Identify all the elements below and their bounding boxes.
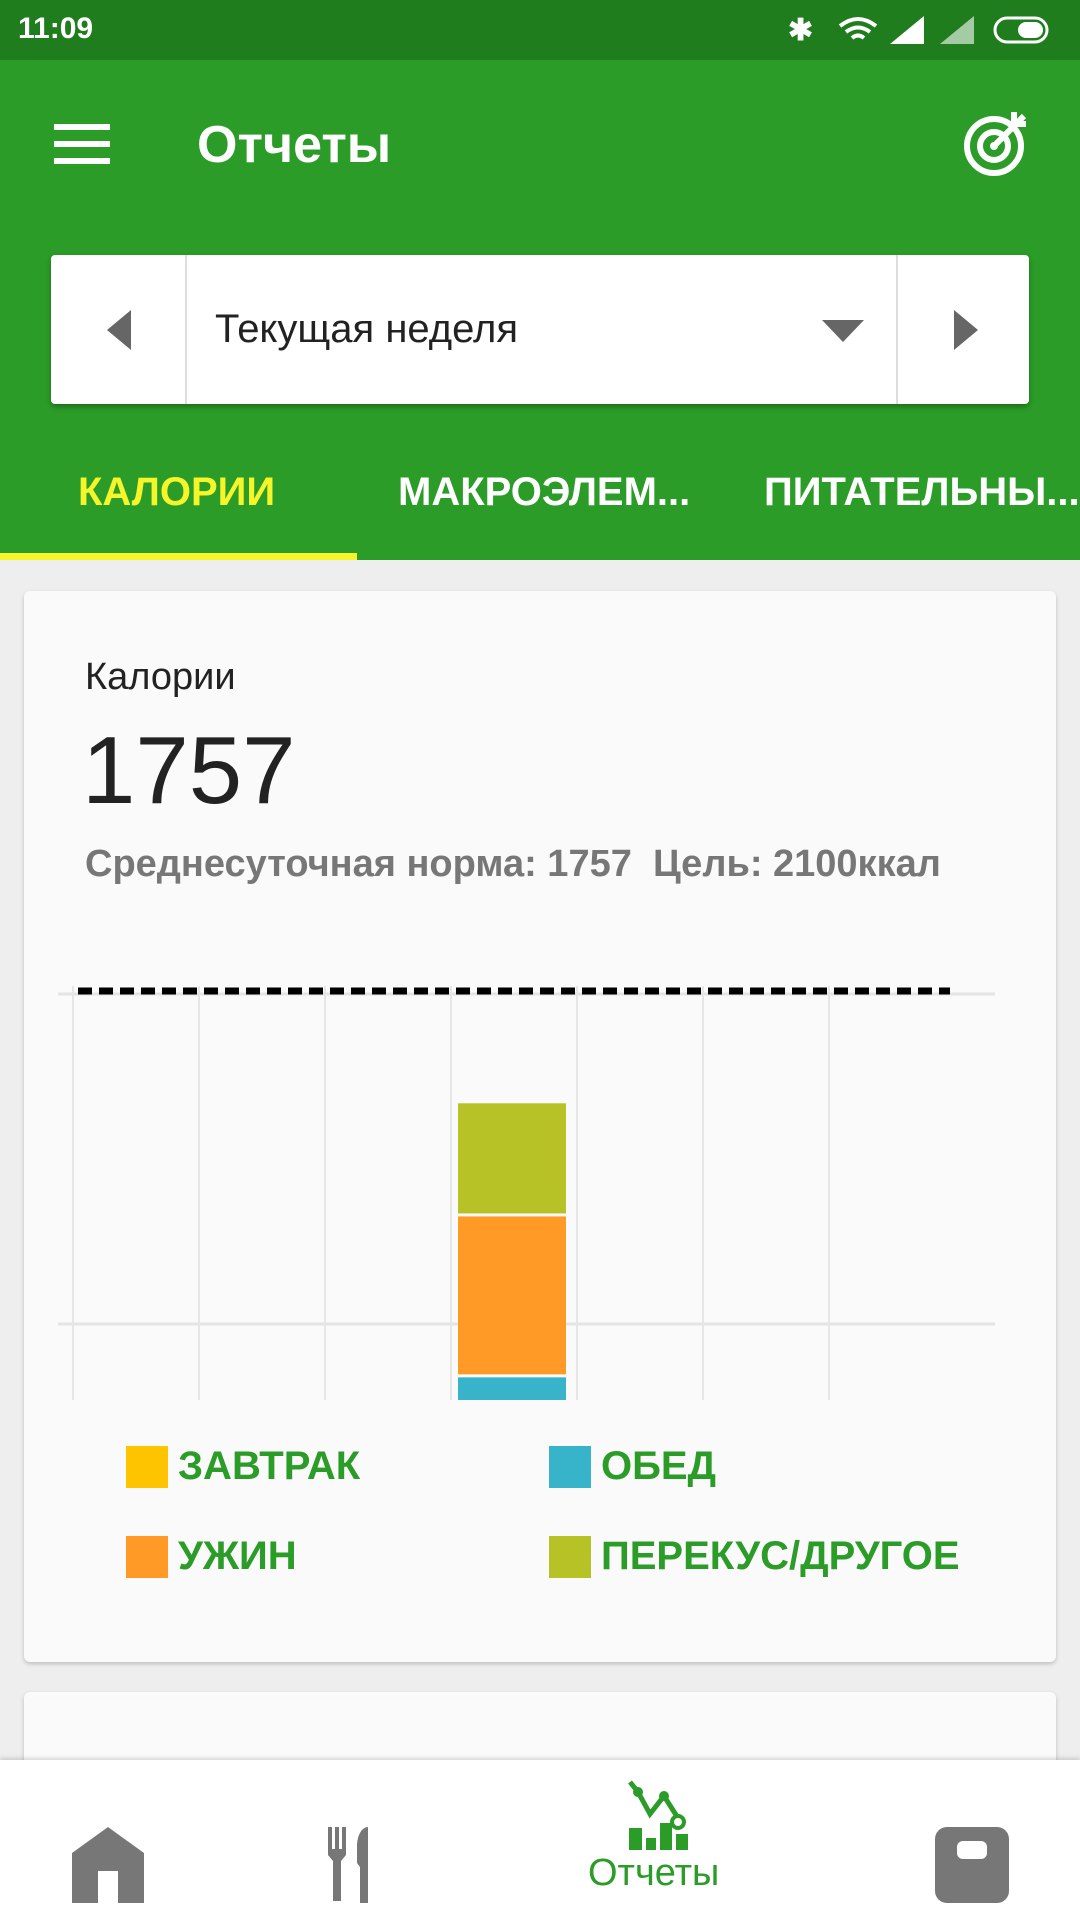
card-label: Калории	[85, 656, 236, 698]
chevron-right-icon	[954, 310, 978, 350]
period-dropdown[interactable]: Текущая неделя	[187, 255, 896, 404]
legend-label: ОБЕД	[601, 1444, 717, 1488]
next-period-button[interactable]	[896, 255, 1029, 404]
chevron-left-icon	[107, 310, 131, 350]
tab-calories[interactable]: КАЛОРИИ	[78, 470, 276, 514]
legend-label: ЗАВТРАК	[178, 1444, 361, 1488]
legend-item[interactable]: ЗАВТРАК	[126, 1444, 360, 1489]
status-time: 11:09	[18, 12, 94, 45]
calories-summary: Среднесуточная норма: 1757 Цель: 2100кка…	[85, 843, 941, 885]
page-title: Отчеты	[197, 116, 392, 174]
bar-segment	[458, 1216, 566, 1375]
legend-swatch	[549, 1445, 591, 1488]
period-value: Текущая неделя	[215, 307, 519, 351]
home-icon[interactable]	[72, 1827, 144, 1903]
hamburger-icon[interactable]	[54, 122, 110, 166]
tab-indicator	[0, 553, 357, 560]
tab-nutrients[interactable]: ПИТАТЕЛЬНЫ...	[764, 470, 1080, 514]
nav-reports-label[interactable]: Отчеты	[588, 1852, 720, 1894]
legend-swatch	[549, 1535, 591, 1578]
svg-text:✱: ✱	[788, 14, 813, 47]
status-bar: 11:09 ✱	[0, 0, 1080, 60]
dropdown-arrow-icon	[822, 320, 864, 342]
legend-label: УЖИН	[178, 1534, 297, 1578]
legend-label: ПЕРЕКУС/ДРУГОЕ	[601, 1534, 960, 1578]
legend-item[interactable]: УЖИН	[126, 1534, 297, 1579]
legend-swatch	[126, 1535, 168, 1578]
next-card	[24, 1692, 1056, 1772]
period-selector: Текущая неделя	[51, 255, 1029, 404]
legend-item[interactable]: ПЕРЕКУС/ДРУГОЕ	[549, 1534, 960, 1579]
calories-total: 1757	[82, 717, 296, 824]
bar-segment	[458, 1377, 566, 1400]
status-icons: ✱	[788, 14, 1049, 47]
calories-chart: Пн 26Вт 27Ср 28Чт 29Пт 30Сб 1Вс 2	[58, 986, 995, 1400]
fork-knife-icon[interactable]	[328, 1827, 378, 1903]
scale-icon[interactable]	[935, 1827, 1009, 1903]
legend-swatch	[126, 1445, 168, 1488]
bottom-nav: Отчеты	[0, 1760, 1080, 1920]
tab-macros[interactable]: МАКРОЭЛЕМ...	[398, 470, 691, 514]
previous-period-button[interactable]	[51, 255, 187, 404]
bar-segment	[458, 1103, 566, 1214]
target-icon[interactable]	[962, 108, 1032, 178]
reports-icon[interactable]	[626, 1778, 698, 1850]
legend-item[interactable]: ОБЕД	[549, 1444, 716, 1489]
